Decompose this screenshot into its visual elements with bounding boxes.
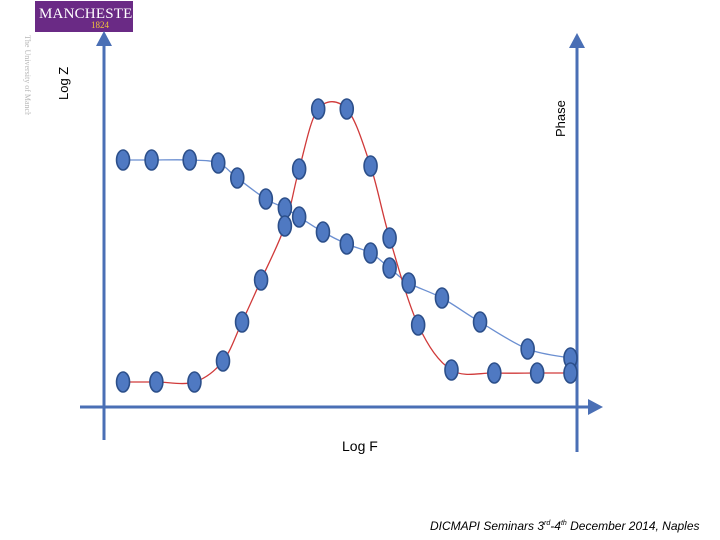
axes-layer [80,31,603,452]
log-z-point-6 [277,197,293,219]
log-z-point-5 [258,188,274,210]
log-z-point-10 [363,242,378,264]
log-z-point-11 [382,257,397,279]
phase-point-3 [215,350,231,372]
phase-point-16 [563,362,578,384]
phase-point-12 [410,314,426,336]
x-axis-arrow [588,399,603,415]
footer-sup-th: th [560,520,567,527]
phase-point-6 [277,215,293,237]
phase-point-13 [444,359,459,381]
log-z-point-7 [291,206,307,228]
phase-point-15 [529,362,545,384]
phase-point-5 [253,269,269,291]
footer-sup-rd: rd [544,520,551,527]
log-z-point-13 [434,287,450,309]
y-axis-left-arrow [96,31,112,46]
log-z-point-14 [472,311,488,333]
log-z-curve [123,159,571,359]
logo-wordmark: MANCHESTER [39,6,143,22]
phase-point-8 [310,98,326,120]
footer-caption: DICMAPI Seminars 3rd-4th December 2014, … [430,519,700,533]
university-logo: MANCHESTER 1824 [35,1,142,32]
x-axis-label: Log F [342,438,378,454]
log-z-point-8 [315,221,331,243]
phase-point-10 [363,155,378,177]
footer-mid: -4 [550,519,561,533]
markers-layer [115,98,578,393]
log-z-point-1 [144,149,159,171]
footer-suffix: December 2014, Naples [566,519,700,533]
y-axis-label-left: Log Z [56,66,71,100]
log-z-point-2 [182,149,197,171]
y-axis-label-right: Phase [553,100,568,137]
log-z-point-4 [229,167,245,189]
log-z-point-15 [520,338,535,360]
phase-point-1 [149,371,164,393]
phase-point-0 [115,371,131,393]
phase-point-2 [187,371,202,393]
phase-point-7 [291,158,307,180]
log-z-point-9 [339,233,355,255]
log-z-point-3 [210,152,226,174]
log-z-point-12 [401,272,416,294]
phase-point-4 [234,311,250,333]
phase-point-14 [487,362,502,384]
phase-point-11 [382,227,397,249]
y-axis-right-arrow [569,33,585,48]
phase-point-9 [339,98,355,120]
logo-year: 1824 [91,20,109,30]
footer-prefix: DICMAPI Seminars 3 [430,519,545,533]
log-z-point-0 [115,149,131,171]
